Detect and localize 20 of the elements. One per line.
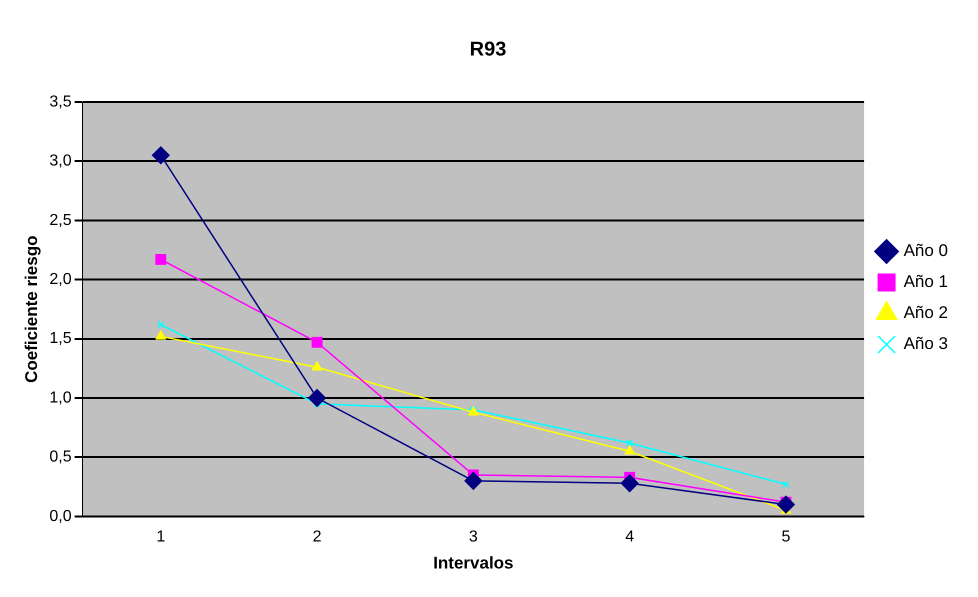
x-tick-label: 3 <box>468 528 478 546</box>
y-tick-label: 0,0 <box>49 508 72 525</box>
legend-label: Año 2 <box>904 303 948 322</box>
legend-label: Año 1 <box>904 272 948 292</box>
y-tick-label: 3,5 <box>49 93 72 110</box>
x-tick-label: 5 <box>781 528 790 546</box>
x-tick-label: 2 <box>312 528 322 546</box>
legend-label: Año 3 <box>904 334 948 354</box>
y-tick-label: 2,5 <box>49 212 72 229</box>
legend-label: Año 0 <box>904 241 948 260</box>
y-axis-title: Coeficiente riesgo <box>22 236 41 383</box>
y-tick-label: 1,5 <box>49 330 72 348</box>
x-axis-title: Intervalos <box>433 553 514 572</box>
y-tick-label: 2,0 <box>49 271 72 288</box>
y-tick-label: 3,0 <box>49 152 72 170</box>
y-tick-label: 1,0 <box>49 389 72 406</box>
y-tick-label: 0,5 <box>49 448 72 466</box>
x-tick-label: 1 <box>156 528 166 546</box>
chart-title: R93 <box>470 38 506 61</box>
x-tick-label: 4 <box>625 528 634 546</box>
